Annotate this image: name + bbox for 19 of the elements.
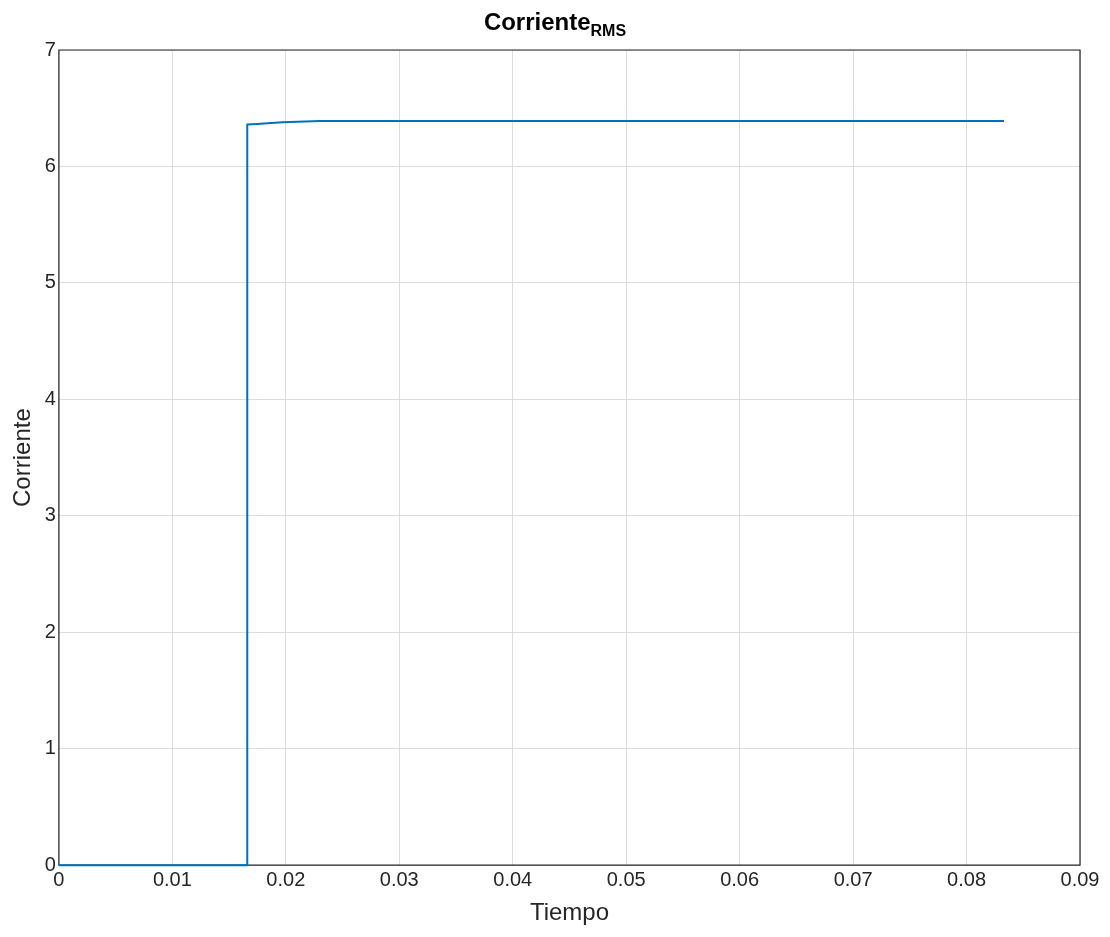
y-tick-label: 7 (44, 37, 56, 60)
y-tick-label: 4 (44, 386, 56, 409)
y-tick-label: 6 (44, 153, 56, 176)
chart-title: Corriente$_{RMS}$ (483, 8, 627, 39)
y-tick-label: 1 (44, 736, 56, 759)
x-tick-label: 0.04 (493, 867, 533, 890)
x-tick-label: 0.02 (266, 867, 306, 890)
x-tick-label: 0.05 (606, 867, 646, 890)
x-tick-label: 0.03 (379, 867, 419, 890)
x-tick-label: 0.09 (1060, 867, 1100, 890)
x-axis-title: Tiempo (529, 898, 610, 926)
y-axis-title: Corriente (8, 408, 36, 507)
y-tick-label: 3 (44, 503, 56, 526)
y-tick-label: 5 (44, 270, 56, 293)
y-tick-label: 2 (44, 619, 56, 642)
x-tick-label: 0.08 (947, 867, 987, 890)
x-tick-label: 0.06 (720, 867, 760, 890)
x-tick-label: 0.07 (833, 867, 873, 890)
x-tick-label: 0.01 (152, 867, 192, 890)
